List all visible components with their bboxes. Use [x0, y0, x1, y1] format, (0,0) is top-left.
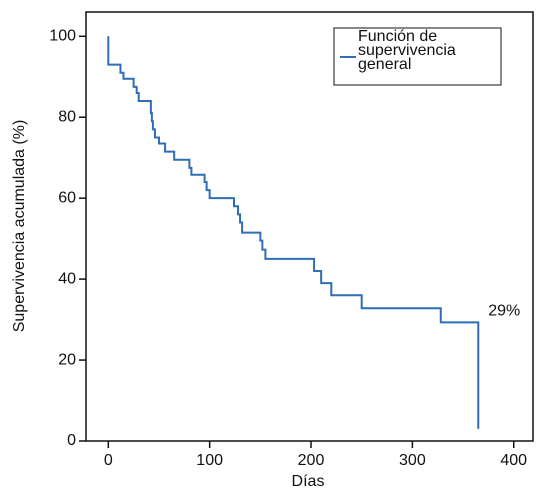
y-tick-label: 100 — [49, 28, 76, 45]
x-tick-label: 200 — [298, 452, 325, 469]
x-tick-label: 300 — [399, 452, 426, 469]
legend-box — [333, 27, 502, 86]
y-tick-label: 0 — [67, 432, 76, 449]
y-tick-label: 20 — [58, 351, 76, 368]
y-tick-label: 80 — [58, 108, 76, 125]
y-tick-label: 60 — [58, 189, 76, 206]
x-tick-label: 0 — [104, 452, 113, 469]
y-tick-label: 40 — [58, 270, 76, 287]
legend-label: Función de supervivencia general — [358, 28, 456, 73]
y-axis-label: Supervivencia acumulada (%) — [11, 120, 28, 333]
annotation: 29% — [488, 303, 520, 320]
x-tick-label: 400 — [500, 452, 527, 469]
x-axis-label: Días — [292, 473, 325, 490]
x-tick-label: 100 — [196, 452, 223, 469]
plot-frame — [85, 11, 534, 442]
survival-line — [107, 36, 480, 429]
